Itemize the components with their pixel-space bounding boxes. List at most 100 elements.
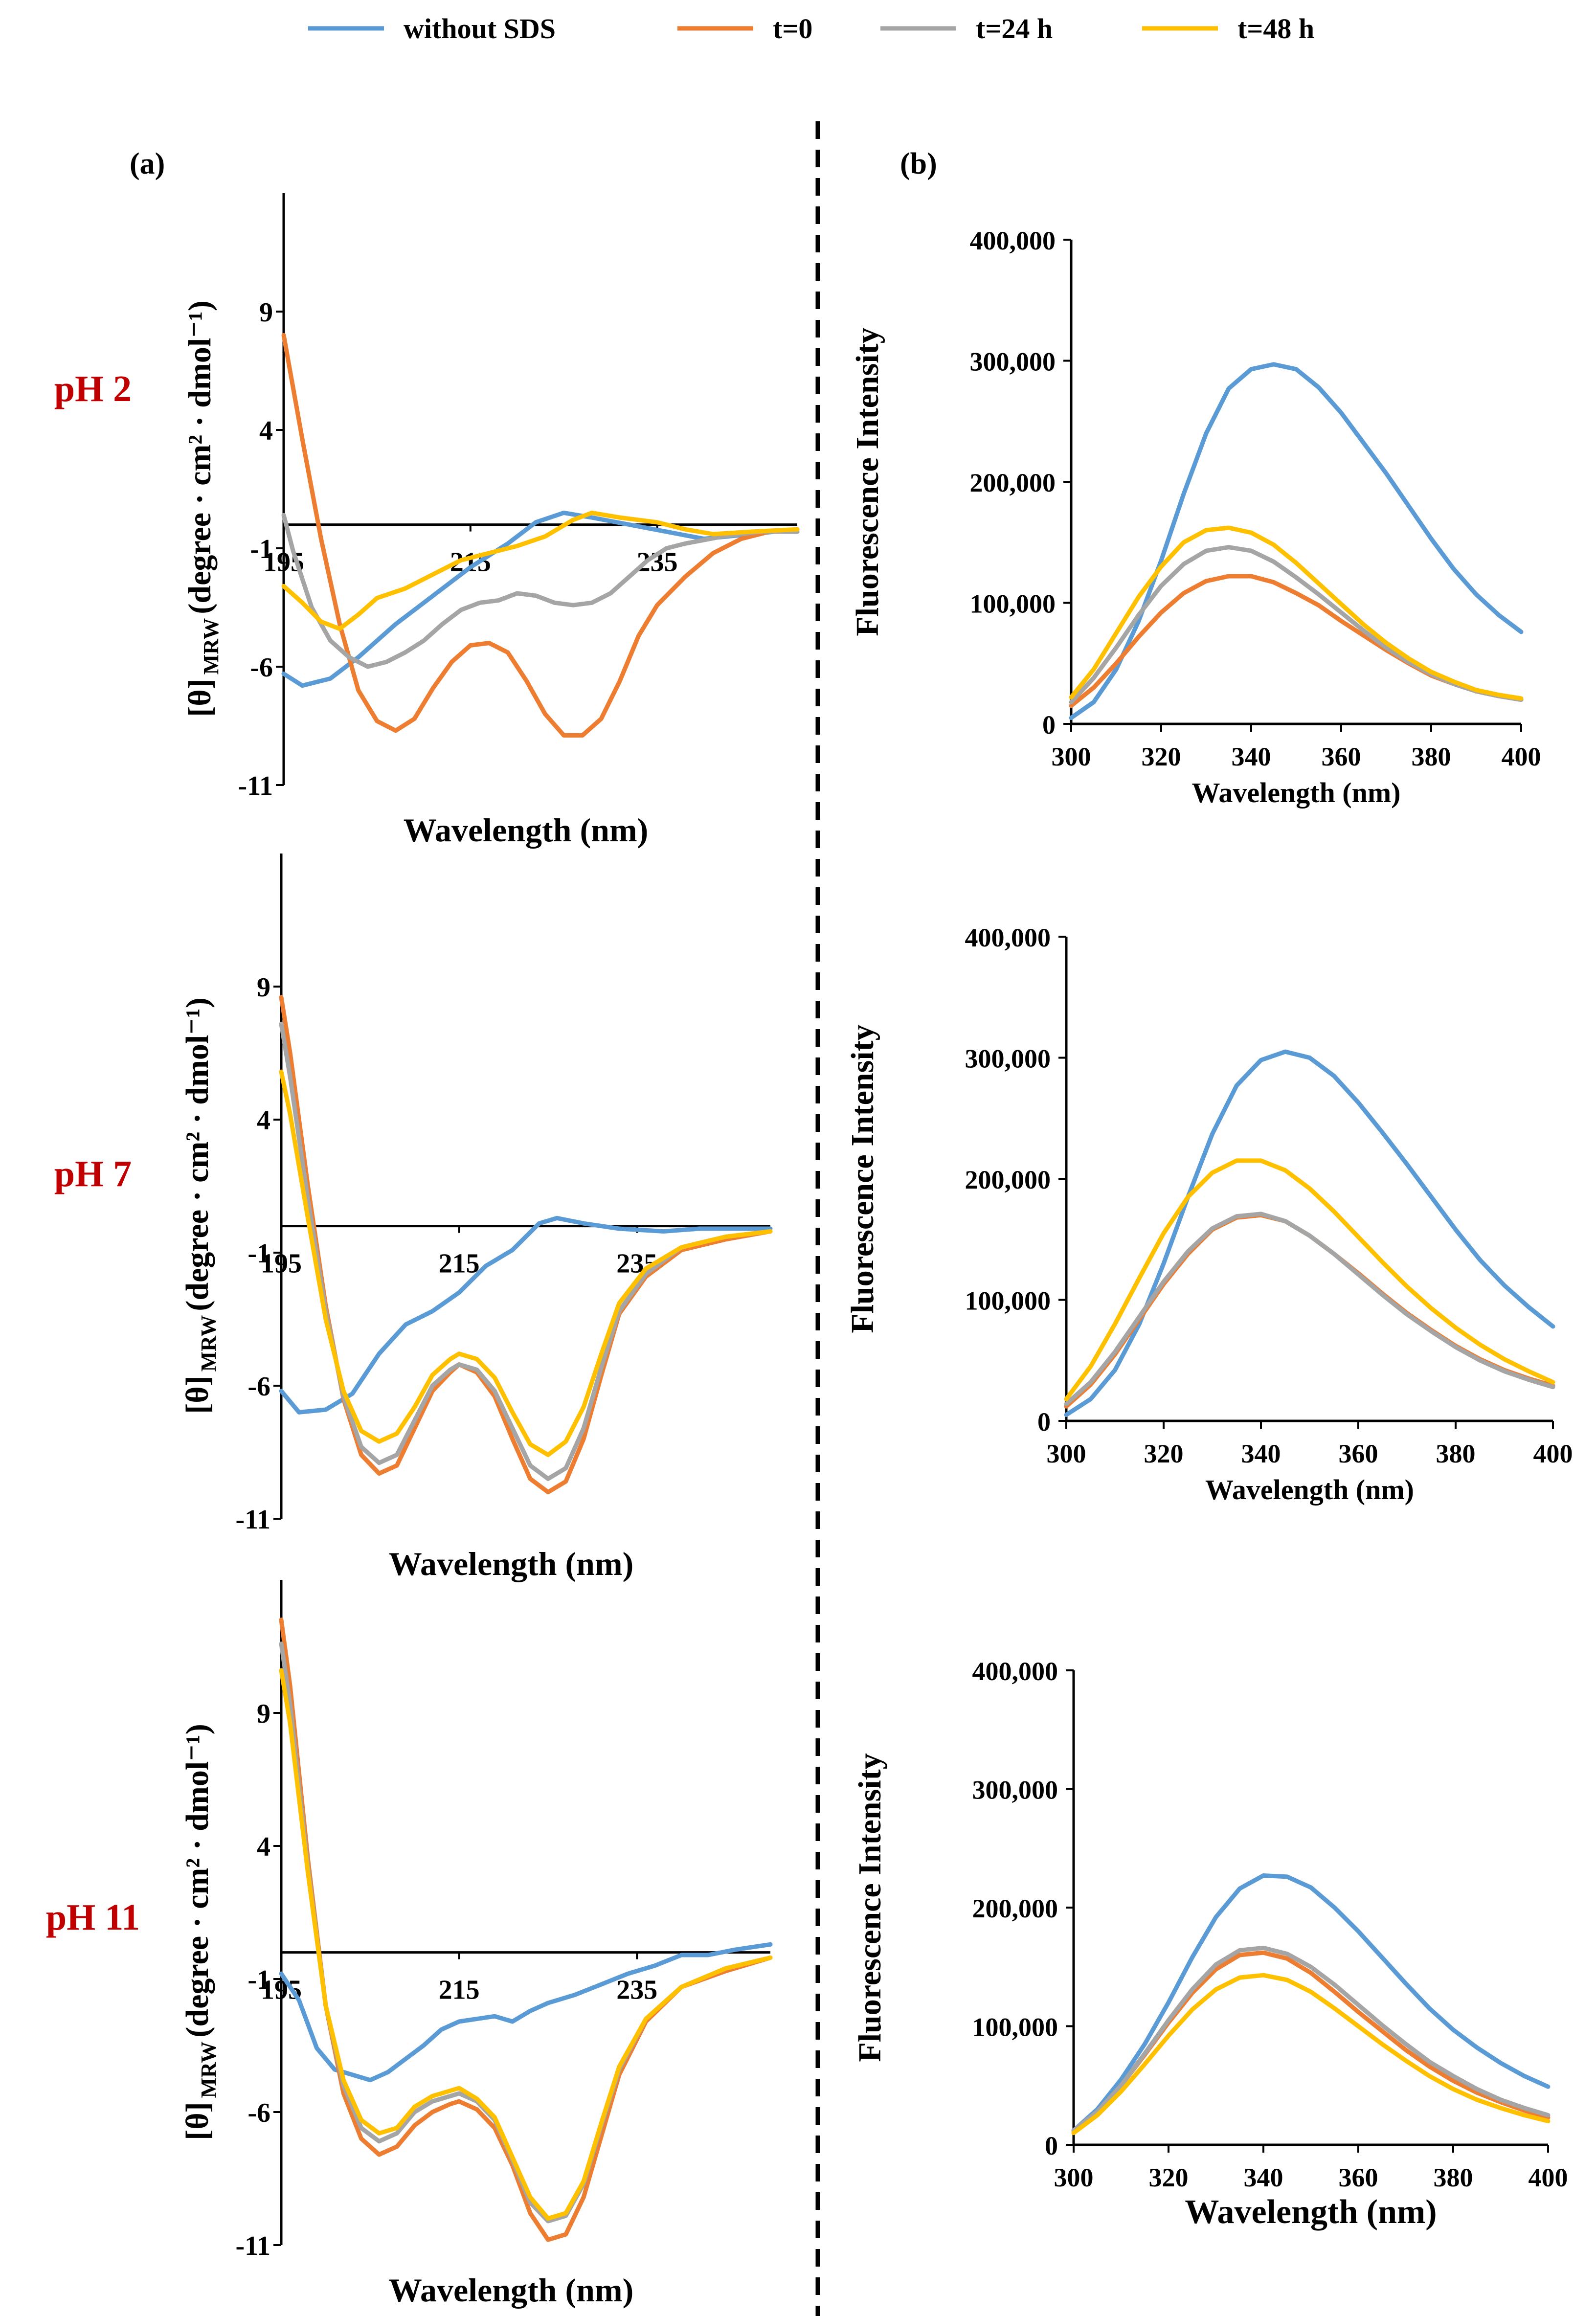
legend-label: t=48 h <box>1237 13 1314 45</box>
y-tick-label: -11 <box>235 2231 270 2261</box>
x-tick-label: 360 <box>1339 1439 1378 1468</box>
series-line-t-0 <box>281 333 800 738</box>
row-label-ph-2: pH 2 <box>54 368 132 409</box>
series-line-t-24-h <box>1069 545 1524 704</box>
y-tick-label: -11 <box>235 1505 270 1535</box>
series-line-t-0 <box>279 1618 773 2242</box>
y-axis-label: Fluorescence Intensity <box>852 1753 888 2062</box>
x-tick-label: 360 <box>1339 2163 1378 2192</box>
x-tick-label: 380 <box>1436 1439 1476 1468</box>
y-axis-label: Fluorescence Intensity <box>845 1024 880 1333</box>
x-tick-label: 360 <box>1322 742 1361 771</box>
y-axis-label-sub: MRW <box>197 2042 221 2098</box>
x-axis-label: Wavelength (nm) <box>389 1545 634 1582</box>
x-tick-label: 215 <box>439 1975 480 2005</box>
series-line-t-24-h <box>281 513 800 669</box>
row-label-ph-7: pH 7 <box>54 1153 132 1194</box>
y-tick-label: 200,000 <box>970 468 1056 497</box>
y-tick-label: 0 <box>1037 1407 1051 1437</box>
y-tick-label: 4 <box>259 416 273 446</box>
y-axis-label-main: [θ] <box>182 678 218 717</box>
x-tick-label: 340 <box>1232 742 1271 771</box>
y-tick-label: 9 <box>259 297 273 328</box>
series-line-without-sds <box>281 510 800 688</box>
series-line-t-48-h <box>1071 1973 1551 2136</box>
x-tick-label: 320 <box>1149 2163 1189 2192</box>
series-line-t-48-h <box>279 1069 773 1457</box>
legend-item-t-48-h: t=48 h <box>1142 13 1314 45</box>
y-axis-label-rest: (degree · cm² · dmol⁻¹) <box>182 300 218 614</box>
legend-label: t=0 <box>773 13 812 45</box>
y-tick-label: -1 <box>247 1965 270 1995</box>
cd-chart-ph-11: -11 -6 -1 4 9 195 215 235 Wavelength (nm) [θ] MRW (… <box>180 1580 773 2309</box>
series-line-t-24-h <box>279 1641 773 2224</box>
series-line-without-sds <box>1069 362 1524 720</box>
series-line-t-24-h <box>1064 1212 1555 1406</box>
y-tick-label: -1 <box>250 534 273 564</box>
panel-label-b: (b) <box>900 147 937 180</box>
charts: pH 2 pH 7 pH 11 -11 -6 -1 4 9 195 215 235 Wavelengt… <box>46 193 1573 2309</box>
y-tick-label: 100,000 <box>972 2013 1058 2042</box>
y-axis-label-sub: MRW <box>199 618 223 675</box>
legend-item-without-sds: without SDS <box>308 13 556 45</box>
y-tick-label: -11 <box>238 771 273 801</box>
legend-item-t-24-h: t=24 h <box>880 13 1053 45</box>
x-tick-label: 340 <box>1244 2163 1283 2192</box>
x-axis-label: Wavelength (nm) <box>1185 2193 1437 2231</box>
series-line-t-0 <box>1064 1213 1555 1409</box>
series-line-without-sds <box>1071 1873 1551 2133</box>
y-tick-label: -6 <box>247 1372 270 1402</box>
y-axis-label-rest: (degree · cm² · dmol⁻¹) <box>180 997 215 1311</box>
legend-label: t=24 h <box>976 13 1053 45</box>
y-tick-label: 400,000 <box>965 923 1051 952</box>
series-line-t-48-h <box>1069 525 1524 701</box>
y-tick-label: 200,000 <box>965 1165 1051 1194</box>
x-axis-label: Wavelength (nm) <box>389 2271 634 2309</box>
y-tick-label: 4 <box>257 1832 270 1862</box>
legend: without SDS t=0 t=24 h t=48 h <box>308 13 1314 45</box>
y-tick-label: -6 <box>250 652 273 683</box>
y-tick-label: 100,000 <box>970 589 1056 619</box>
series-line-t-48-h <box>281 510 800 631</box>
x-tick-label: 400 <box>1533 1439 1573 1468</box>
series-line-t-48-h <box>1064 1158 1555 1401</box>
y-axis-label-sub: MRW <box>197 1315 221 1372</box>
series-line-t-48-h <box>279 1668 773 2221</box>
series-line-t-24-h <box>1071 1945 1551 2133</box>
y-tick-label: -1 <box>247 1238 270 1269</box>
x-tick-label: 215 <box>439 1249 480 1279</box>
x-tick-label: 400 <box>1502 742 1541 771</box>
legend-label: without SDS <box>404 13 556 45</box>
row-label-ph-11: pH 11 <box>46 1897 140 1938</box>
y-tick-label: 200,000 <box>972 1894 1058 1923</box>
y-axis-label-main: [θ] <box>180 2102 215 2140</box>
x-tick-label: 195 <box>261 1249 302 1279</box>
x-tick-label: 235 <box>616 1975 657 2005</box>
panel-label-a: (a) <box>130 147 165 180</box>
x-tick-label: 320 <box>1144 1439 1184 1468</box>
fl-chart-ph-7: 0 100,000 200,000 300,000 400,000 300 320 340 36… <box>845 923 1573 1506</box>
fl-chart-ph-2: 0 100,000 200,000 300,000 400,000 300 320 340 36… <box>850 226 1541 809</box>
x-tick-label: 300 <box>1054 2163 1094 2192</box>
y-tick-label: 100,000 <box>965 1286 1051 1316</box>
x-axis-label: Wavelength (nm) <box>404 811 649 849</box>
y-tick-label: 300,000 <box>965 1044 1051 1074</box>
x-tick-label: 320 <box>1142 742 1181 771</box>
y-tick-label: 400,000 <box>972 1657 1058 1686</box>
x-tick-label: 380 <box>1412 742 1451 771</box>
y-axis-label-rest: (degree · cm² · dmol⁻¹) <box>180 1724 215 2037</box>
y-axis-label: [θ] MRW (degree · cm² · dmol⁻¹) <box>180 1724 221 2140</box>
x-tick-label: 380 <box>1434 2163 1473 2192</box>
x-tick-label: 340 <box>1241 1439 1281 1468</box>
x-axis-label: Wavelength (nm) <box>1192 777 1401 809</box>
legend-item-t-0: t=0 <box>677 13 812 45</box>
x-tick-label: 300 <box>1047 1439 1086 1468</box>
y-tick-label: 0 <box>1042 710 1056 740</box>
x-axis-label: Wavelength (nm) <box>1205 1474 1414 1506</box>
y-tick-label: 9 <box>257 972 270 1003</box>
y-tick-label: 9 <box>257 1699 270 1729</box>
series-line-without-sds <box>279 1942 773 2083</box>
